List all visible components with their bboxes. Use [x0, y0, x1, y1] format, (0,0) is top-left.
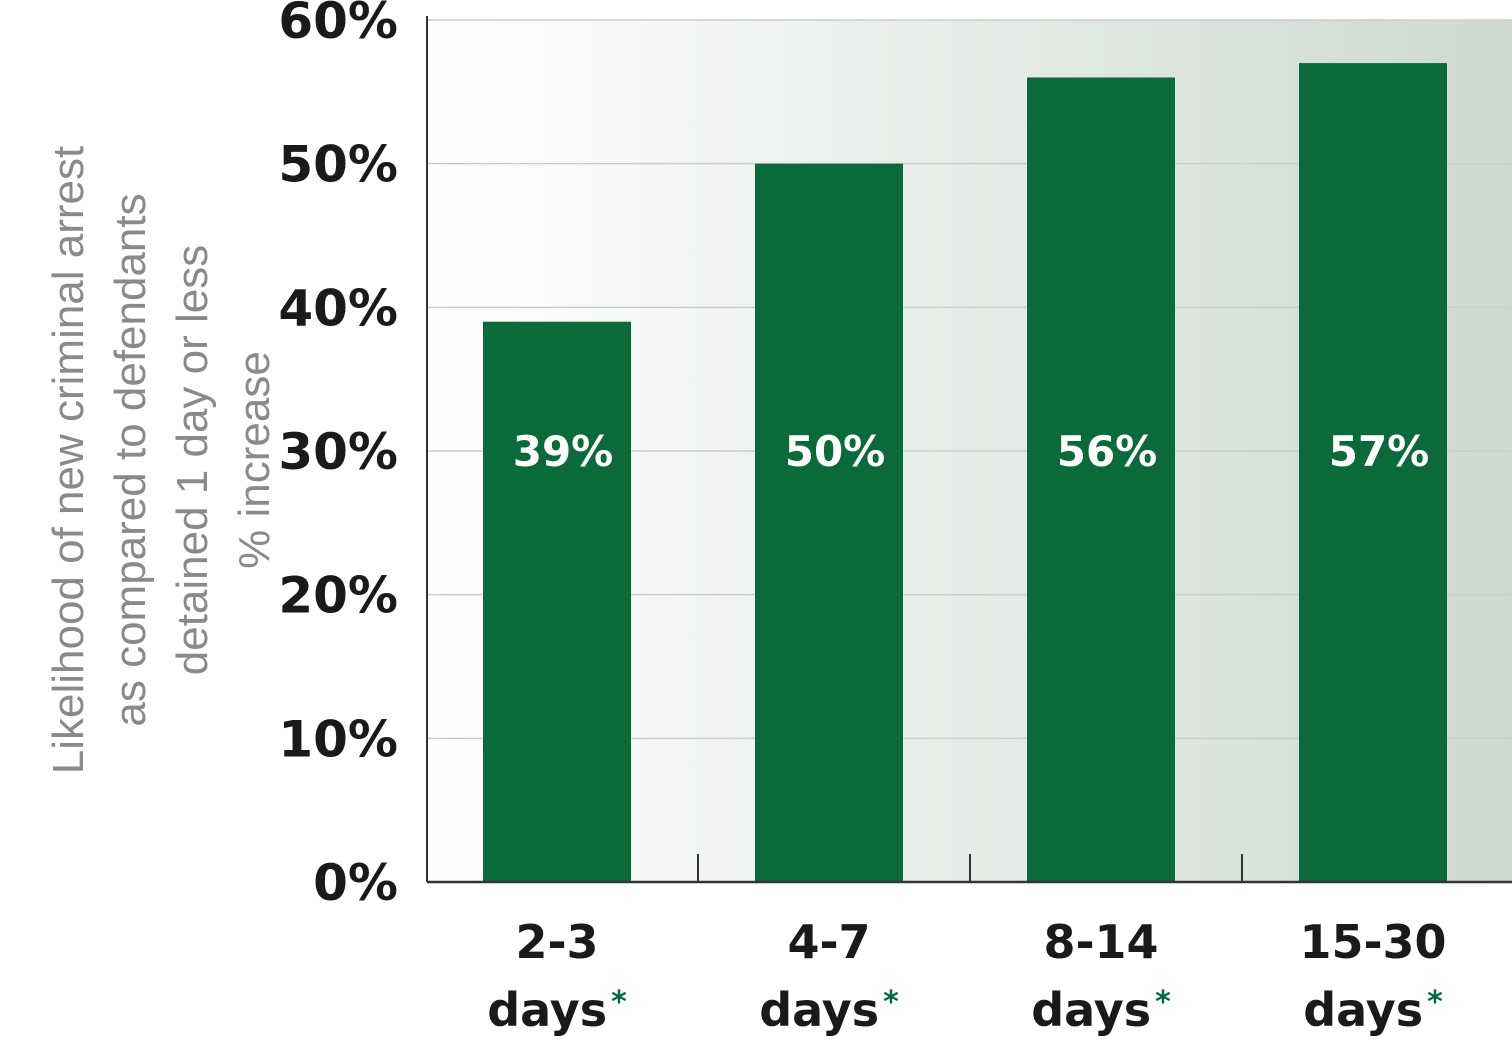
bar: [1299, 63, 1447, 883]
y-tick-label: 50%: [278, 136, 398, 194]
footnote-marker: *: [1427, 985, 1443, 1020]
y-axis-label: Likelihood of new criminal arrest as comp…: [44, 146, 279, 775]
bar: [1027, 77, 1175, 882]
y-tick-label: 0%: [313, 854, 398, 912]
footnote-marker: *: [611, 985, 627, 1020]
data-label: 39%: [513, 427, 614, 476]
y-tick-label: 20%: [278, 567, 398, 625]
y-tick-label: 60%: [278, 0, 398, 50]
x-tick-label-unit: days *: [1303, 983, 1443, 1037]
bar: [755, 163, 903, 882]
x-category-labels: 2-3 days * 4-7 days * 8-14 days * 15-30 days *: [487, 915, 1446, 1037]
x-tick-label: 8-14: [1043, 915, 1158, 969]
data-label: 57%: [1329, 427, 1430, 476]
y-axis-label-line: Likelihood of new criminal arrest: [44, 146, 93, 775]
x-tick-label: 4-7: [787, 915, 870, 969]
x-tick-label-unit: days *: [1031, 983, 1171, 1037]
x-tick-label: 2-3: [515, 915, 598, 969]
data-labels: 39% 50% 56% 57%: [513, 427, 1430, 476]
y-axis-label-line: detained 1 day or less: [168, 245, 217, 676]
y-axis-label-line: % increase: [230, 351, 279, 569]
y-tick-label: 10%: [278, 710, 398, 768]
axes: [426, 16, 1512, 884]
x-tick-label-unit: days *: [759, 983, 899, 1037]
data-label: 56%: [1057, 427, 1158, 476]
data-label: 50%: [785, 427, 886, 476]
footnote-marker: *: [883, 985, 899, 1020]
bar: [483, 321, 631, 882]
footnote-marker: *: [1155, 985, 1171, 1020]
y-tick-label: 40%: [278, 279, 398, 337]
y-axis-label-line: as compared to defendants: [106, 193, 155, 726]
y-tick-label: 30%: [278, 423, 398, 481]
x-tick-label-unit: days *: [487, 983, 627, 1037]
bars: [483, 63, 1447, 883]
y-tick-labels: 0% 10% 20% 30% 40% 50% 60%: [278, 0, 398, 912]
x-tick-label: 15-30: [1299, 915, 1446, 969]
